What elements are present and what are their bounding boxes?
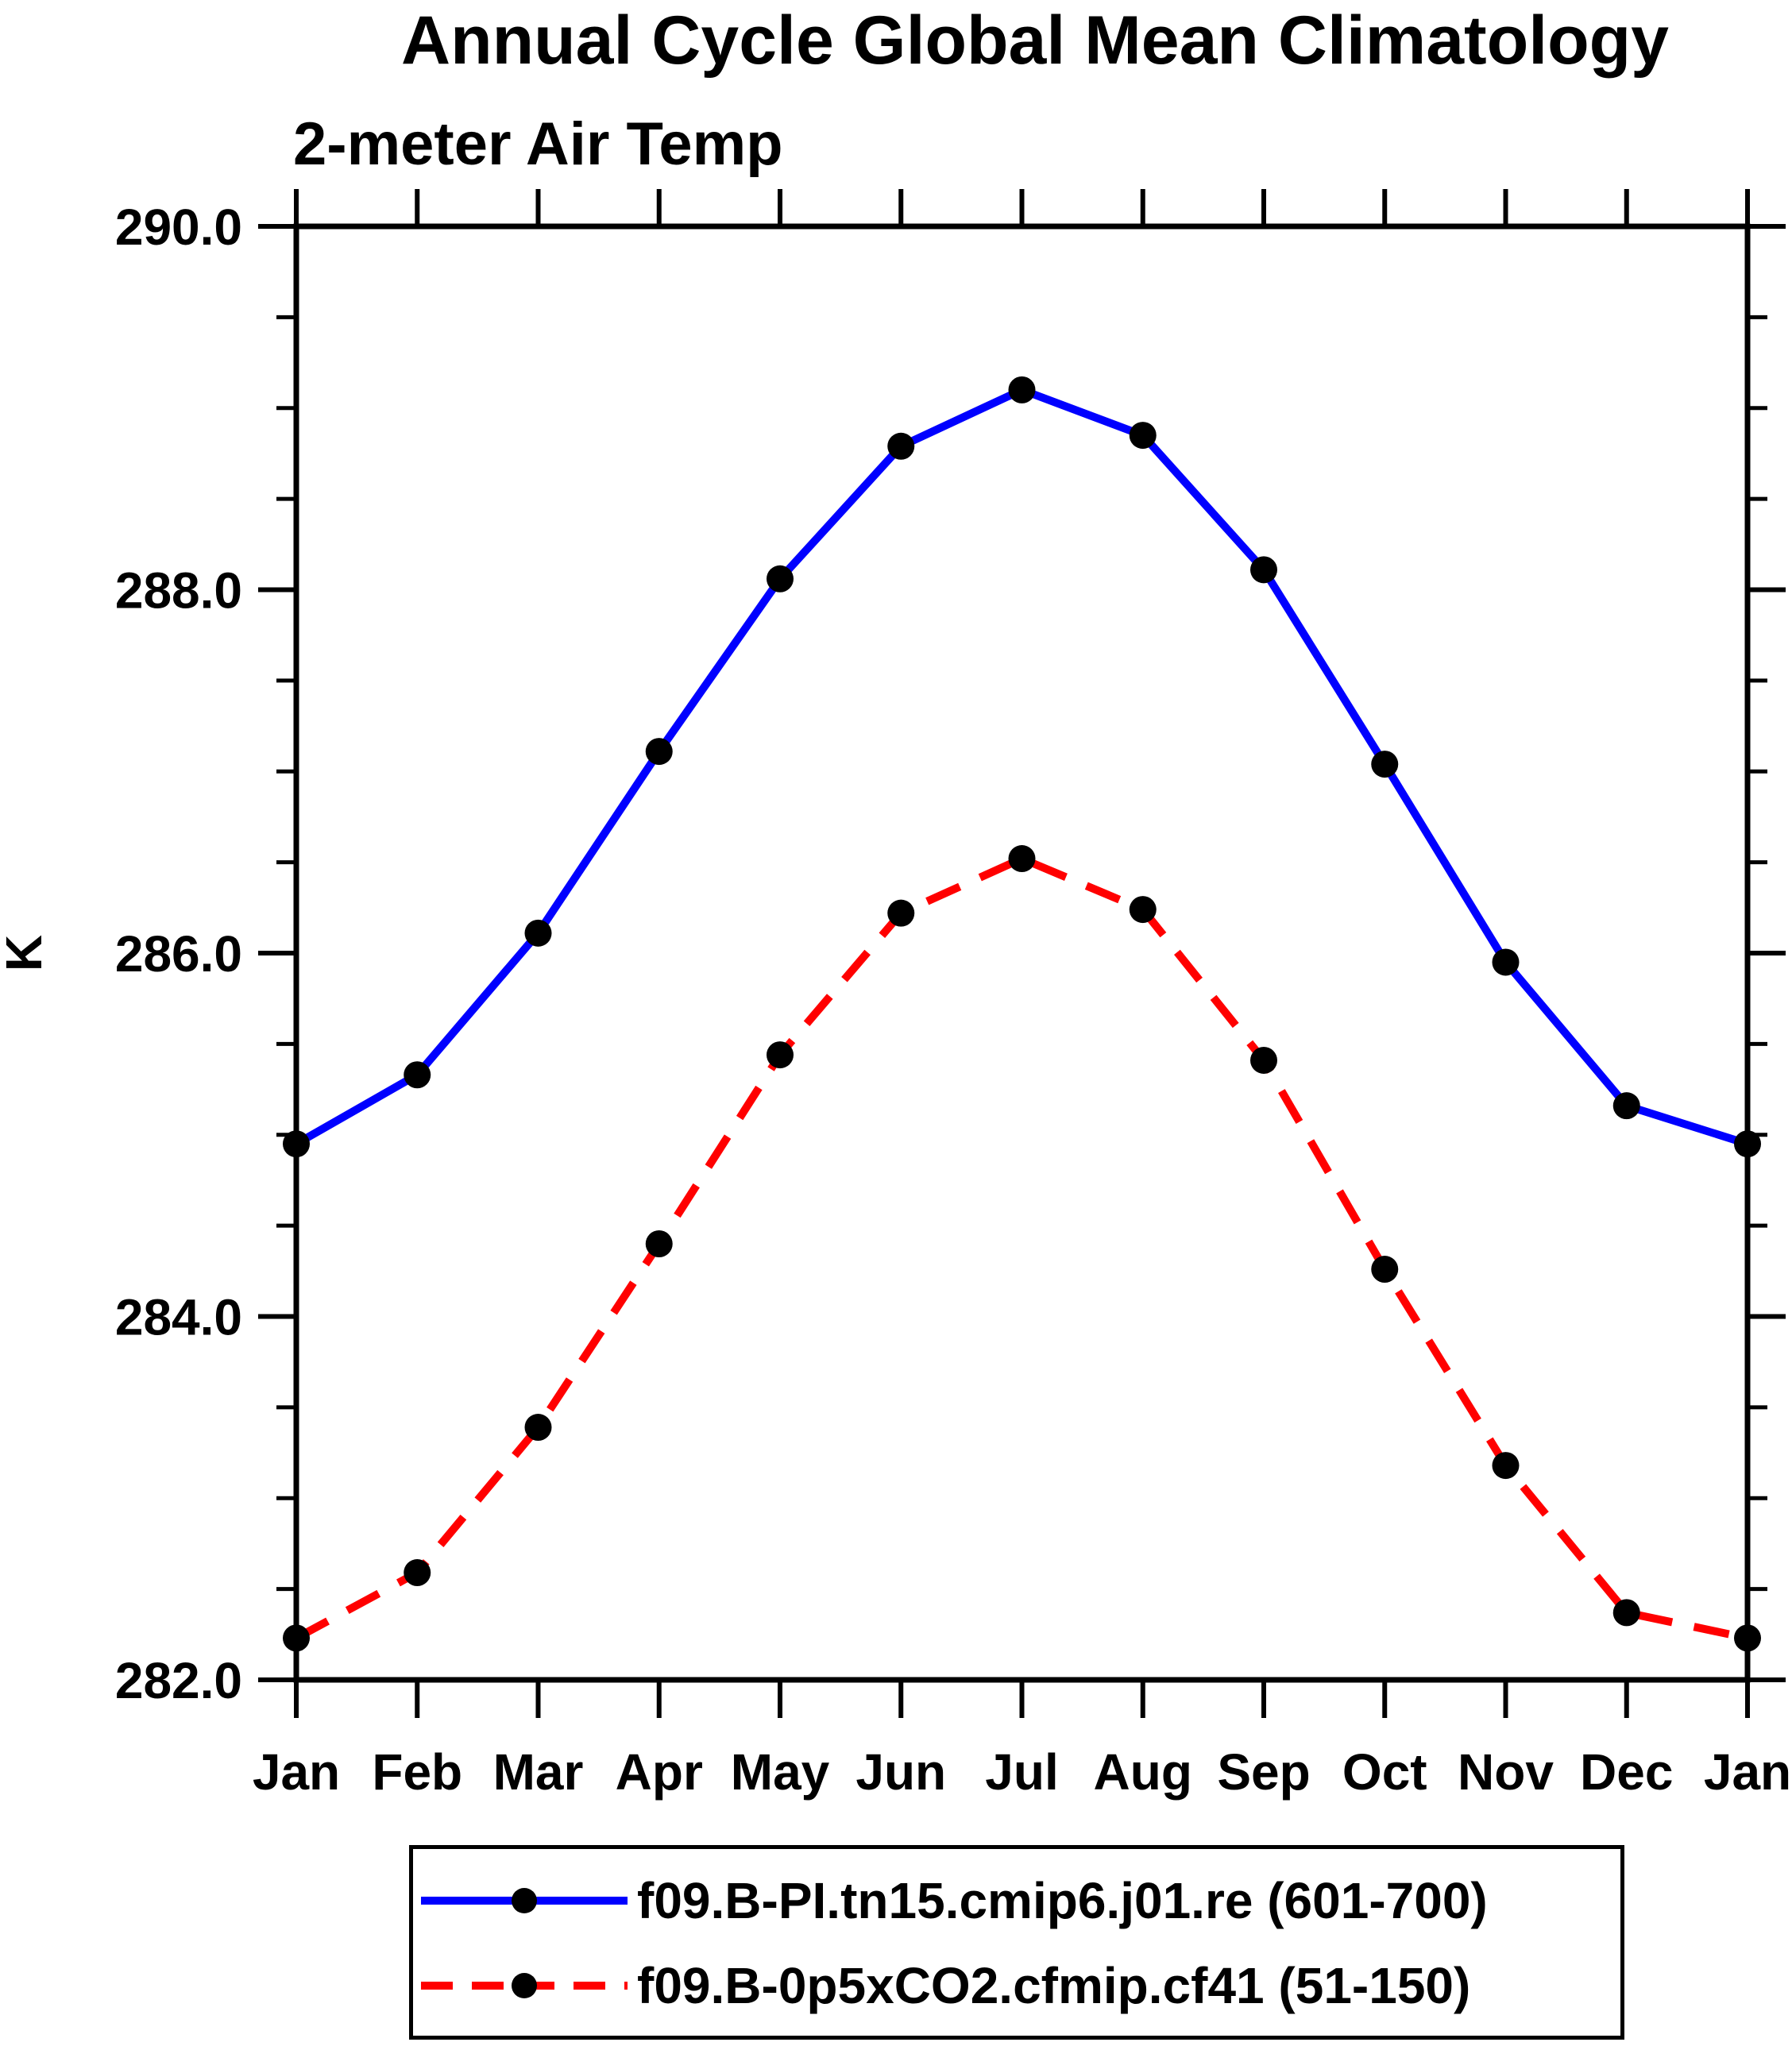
data-point-marker [1008,845,1036,873]
data-point-marker [1492,948,1520,976]
x-tick-label: Sep [1217,1743,1310,1801]
legend-line-sample-solid [421,1888,628,1913]
data-point-marker [524,919,552,947]
data-point-marker [1129,422,1157,450]
x-tick-label: Jul [985,1743,1058,1801]
legend-item-series2: f09.B-0p5xCO2.cfmip.cf41 (51-150) [417,1957,1470,2014]
x-tick-label: Jun [855,1743,946,1801]
legend: f09.B-PI.tn15.cmip6.j01.re (601-700) f09… [409,1845,1624,2040]
data-point-marker [283,1130,310,1158]
legend-line-sample-dashed [421,1973,628,1998]
x-tick-label: Jan [1704,1743,1791,1801]
data-point-marker [767,1041,794,1069]
data-point-marker [767,565,794,593]
data-point-marker [1250,556,1277,584]
chart-subtitle: 2-meter Air Temp [293,110,783,178]
data-point-marker [1250,1046,1277,1074]
y-tick-label: 282.0 [115,1652,242,1709]
x-tick-label: Mar [493,1743,584,1801]
data-point-marker [887,899,915,927]
y-tick-label: 288.0 [115,562,242,620]
x-tick-label: Oct [1342,1743,1427,1801]
data-point-marker [887,432,915,460]
data-point-marker [645,738,673,766]
data-point-marker [404,1559,431,1587]
data-point-marker [1371,1256,1399,1284]
x-tick-label: Nov [1458,1743,1554,1801]
data-point-marker [1008,376,1036,403]
legend-label-series1: f09.B-PI.tn15.cmip6.j01.re (601-700) [637,1872,1488,1929]
data-point-marker [1371,751,1399,778]
data-point-marker [645,1230,673,1257]
legend-label-series2: f09.B-0p5xCO2.cfmip.cf41 (51-150) [637,1957,1471,2014]
y-tick-label: 286.0 [115,925,242,982]
y-tick-label: 284.0 [115,1289,242,1346]
x-tick-label: Aug [1094,1743,1192,1801]
chart-title: Annual Cycle Global Mean Climatology [400,2,1670,79]
data-point-marker [404,1061,431,1089]
y-tick-label: 290.0 [115,199,242,256]
data-point-marker [1129,896,1157,924]
data-point-marker [1734,1624,1761,1652]
x-tick-label: Dec [1580,1743,1673,1801]
data-point-marker [283,1624,310,1652]
data-point-marker [1612,1599,1640,1627]
x-tick-label: Jan [253,1743,340,1801]
legend-sample-marker [512,1888,537,1913]
plot-frame [293,223,1751,1683]
x-tick-label: Apr [616,1743,703,1801]
series-line-1 [294,385,1749,1148]
data-point-marker [524,1414,552,1442]
data-point-marker [1492,1452,1520,1480]
legend-sample-marker [512,1973,537,1998]
x-tick-label: May [731,1743,830,1801]
data-point-marker [1612,1092,1640,1120]
legend-item-series1: f09.B-PI.tn15.cmip6.j01.re (601-700) [417,1872,1488,1929]
series-line-2 [294,854,1749,1643]
x-tick-label: Feb [372,1743,462,1801]
data-point-marker [1734,1130,1761,1158]
